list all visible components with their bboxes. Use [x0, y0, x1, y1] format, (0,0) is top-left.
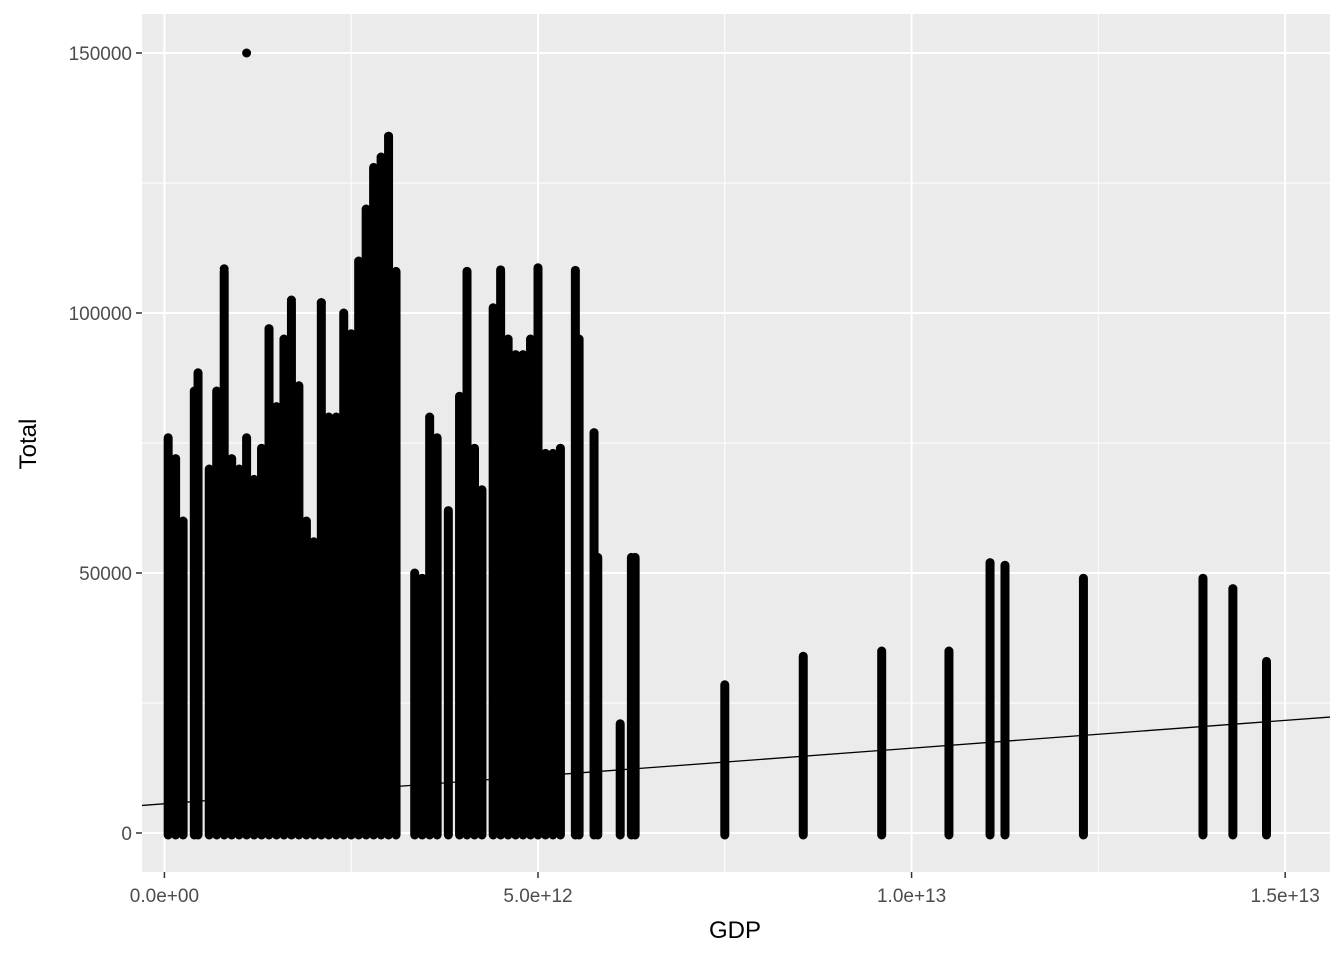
y-tick-label-1: 50000	[79, 564, 132, 585]
data-point-4	[533, 263, 543, 273]
x-tick-label-0: 0.0e+00	[130, 886, 199, 907]
x-axis-title: GDP	[709, 917, 761, 944]
data-point-7	[316, 298, 326, 308]
trend-line	[141, 716, 1331, 807]
y-tick-label-3: 150000	[69, 44, 132, 65]
data-point-5	[570, 265, 580, 275]
trend-line-layer	[141, 716, 1331, 807]
data-point-8	[286, 295, 296, 305]
y-axis: 0 50000 100000 150000	[69, 44, 142, 845]
x-axis: 0.0e+00 5.0e+12 1.0e+13 1.5e+13	[130, 872, 1320, 907]
x-tick-label-2: 1.0e+13	[877, 886, 946, 907]
data-point-3	[496, 265, 506, 275]
data-point-1	[219, 264, 229, 274]
data-point-0	[242, 48, 252, 58]
y-tick-label-2: 100000	[69, 304, 132, 325]
x-tick-label-1: 5.0e+12	[503, 886, 572, 907]
y-tick-label-0: 0	[121, 824, 132, 845]
data-point-2	[462, 266, 472, 276]
data-points	[163, 48, 1271, 840]
x-tick-label-3: 1.5e+13	[1251, 886, 1320, 907]
data-point-6	[384, 131, 394, 141]
y-axis-title: Total	[15, 419, 42, 470]
